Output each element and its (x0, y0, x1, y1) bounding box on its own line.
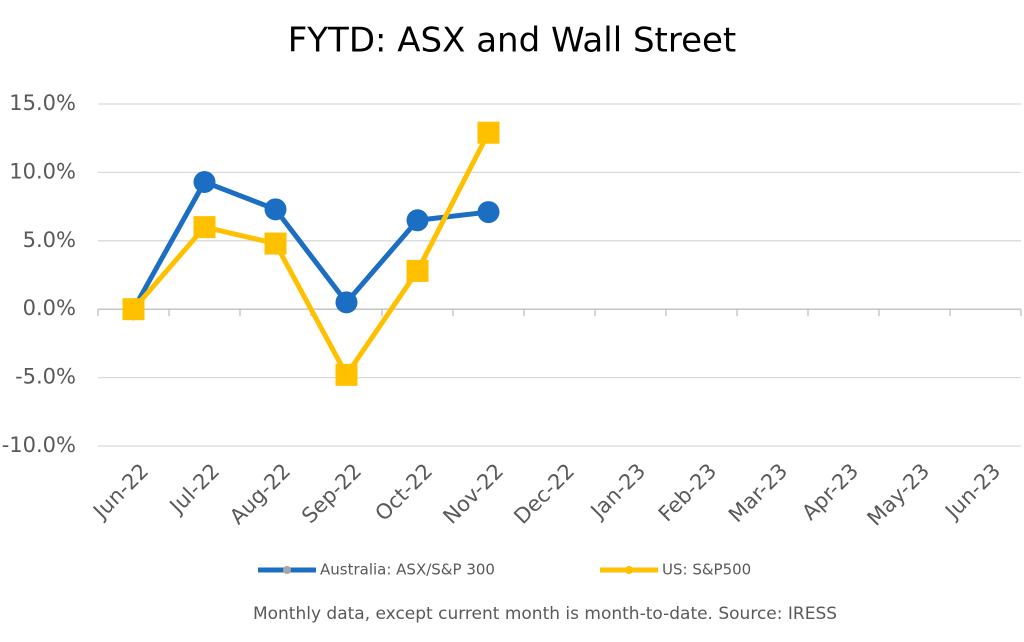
legend-label: Australia: ASX/S&P 300 (320, 561, 495, 579)
y-tick-label: 10.0% (9, 159, 76, 183)
legend-marker (283, 566, 291, 574)
x-tick-label: Mar-23 (724, 459, 792, 527)
chart-note: Monthly data, except current month is mo… (253, 604, 837, 624)
x-tick-label: Dec-22 (509, 459, 579, 529)
y-tick-label: 0.0% (23, 296, 76, 320)
point (264, 198, 287, 221)
point (335, 291, 358, 314)
point (193, 216, 216, 239)
x-tick-label: May-23 (863, 459, 935, 531)
x-tick-label: Nov-22 (438, 459, 508, 529)
point (122, 298, 145, 321)
point (193, 170, 216, 193)
y-tick-label: 15.0% (9, 91, 76, 115)
x-tick-label: Jul-22 (164, 459, 225, 520)
x-tick-label: Jan-23 (585, 459, 651, 525)
y-tick-label: -10.0% (2, 433, 76, 457)
point (477, 201, 500, 224)
point (406, 259, 429, 282)
series-line (131, 179, 489, 311)
x-tick-label: Jun-23 (939, 459, 1005, 525)
y-tick-label: 5.0% (23, 228, 76, 252)
x-tick-label: Apr-23 (797, 459, 863, 525)
x-tick-label: Feb-23 (654, 459, 722, 527)
x-tick-label: Aug-22 (225, 459, 295, 529)
series-line (131, 131, 491, 378)
point (477, 121, 500, 144)
y-tick-label: -5.0% (15, 365, 76, 389)
chart-title: FYTD: ASX and Wall Street (288, 21, 737, 61)
point (406, 209, 429, 232)
x-tick-label: Sep-22 (297, 459, 366, 528)
legend-marker (625, 566, 633, 574)
x-tick-label: Jun-22 (87, 459, 153, 525)
legend-label: US: S&P500 (662, 561, 751, 579)
x-tick-label: Oct-22 (370, 459, 437, 526)
point (264, 232, 287, 255)
point (335, 363, 358, 386)
